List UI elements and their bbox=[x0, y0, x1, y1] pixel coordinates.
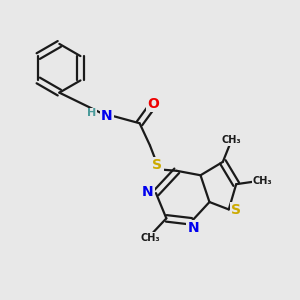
Text: S: S bbox=[231, 203, 241, 217]
Text: CH₃: CH₃ bbox=[221, 135, 241, 145]
Text: N: N bbox=[142, 185, 153, 199]
Text: O: O bbox=[147, 97, 159, 111]
Text: N: N bbox=[101, 109, 113, 123]
Text: H: H bbox=[87, 108, 96, 118]
Text: CH₃: CH₃ bbox=[253, 176, 272, 186]
Text: N: N bbox=[187, 221, 199, 235]
Text: S: S bbox=[152, 158, 162, 172]
Text: CH₃: CH₃ bbox=[141, 233, 160, 243]
